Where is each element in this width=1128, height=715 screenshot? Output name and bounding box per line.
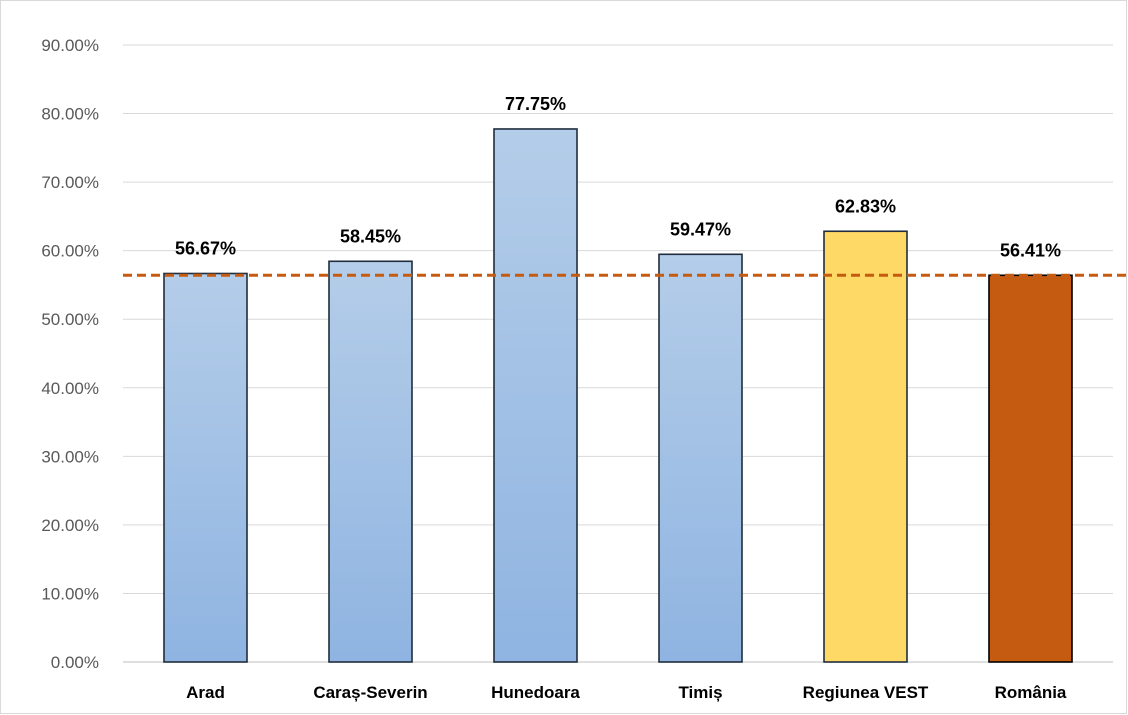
bar-hunedoara [493, 128, 578, 663]
y-tick-label: 80.00% [41, 105, 99, 124]
bar-regiunea-vest [823, 230, 908, 663]
bar-timi- [658, 253, 743, 663]
category-label: Timiș [678, 683, 722, 702]
y-tick-label: 90.00% [41, 36, 99, 55]
category-label: Arad [186, 683, 225, 702]
data-label: 58.45% [340, 226, 401, 246]
data-label: 56.67% [175, 238, 236, 258]
category-label: Caraș-Severin [313, 683, 427, 702]
category-label: Regiunea VEST [803, 683, 929, 702]
y-tick-label: 20.00% [41, 516, 99, 535]
bar-arad [163, 272, 248, 663]
y-tick-label: 50.00% [41, 310, 99, 329]
bar-rom-nia [988, 274, 1073, 663]
y-tick-label: 70.00% [41, 173, 99, 192]
bars [163, 128, 1073, 663]
category-label: România [995, 683, 1067, 702]
data-label: 56.41% [1000, 240, 1061, 260]
y-axis-tick-labels: 0.00% 10.00% 20.00% 30.00% 40.00% 50.00% 60.00… [41, 36, 99, 672]
y-tick-label: 40.00% [41, 379, 99, 398]
x-axis-category-labels: Arad Caraș-Severin Hunedoara Timiș Regiunea … [186, 683, 1067, 702]
y-tick-label: 60.00% [41, 242, 99, 261]
y-tick-label: 0.00% [51, 653, 99, 672]
data-label: 62.83% [835, 196, 896, 216]
y-tick-label: 10.00% [41, 584, 99, 603]
data-labels: 56.67% 58.45% 77.75% 59.47% 62.83% 56.41% [175, 94, 1061, 260]
data-label: 77.75% [505, 94, 566, 114]
bar-cara-severin [328, 260, 413, 663]
category-label: Hunedoara [491, 683, 580, 702]
gridlines [123, 44, 1113, 663]
y-tick-label: 30.00% [41, 447, 99, 466]
data-label: 59.47% [670, 219, 731, 239]
